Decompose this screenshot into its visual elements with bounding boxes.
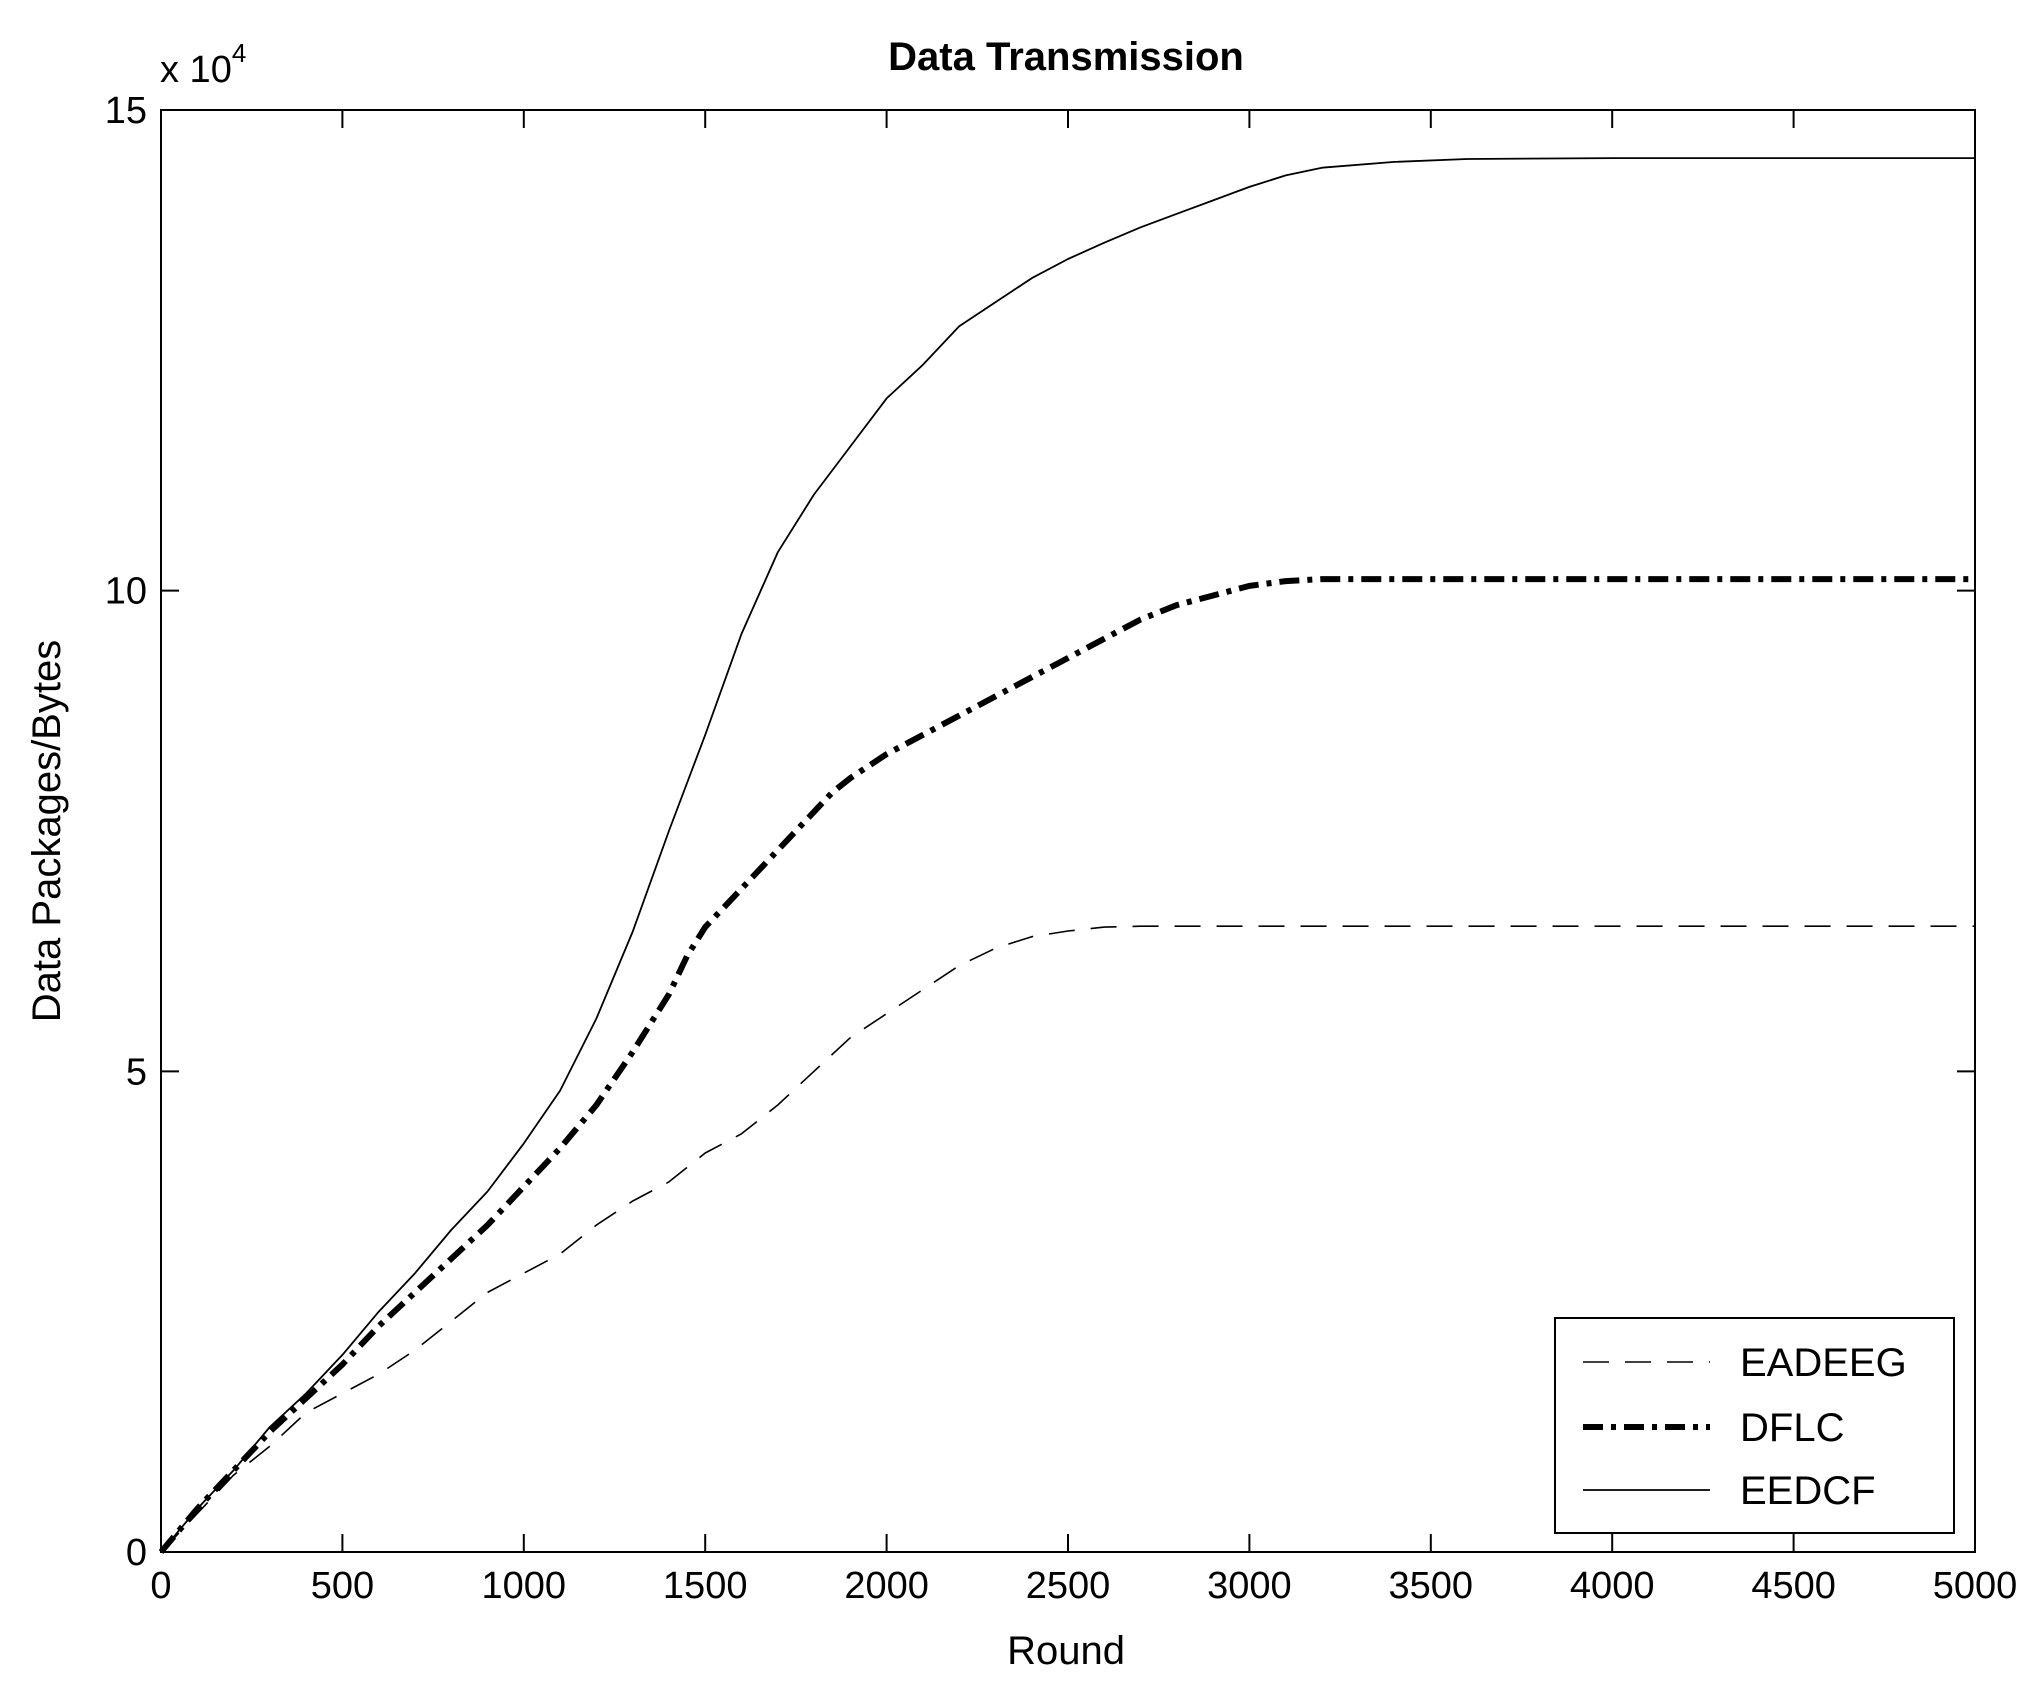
chart-title: Data Transmission	[888, 35, 1244, 79]
legend-label-eadeeg: EADEEG	[1740, 1341, 1907, 1385]
x-axis-label: Round	[1007, 1629, 1125, 1673]
series-lines	[158, 157, 1975, 1554]
y-multiplier-label: x 104	[160, 38, 246, 91]
x-tick-label: 500	[311, 1565, 374, 1607]
x-tick-label: 2500	[1026, 1565, 1111, 1607]
x-axis-tick-labels: 0 500 1000 1500 2000 2500 3000 3500 4000 4500 5000	[150, 1565, 2017, 1607]
x-tick-label: 1000	[482, 1565, 567, 1607]
y-axis-label: Data Packages/Bytes	[25, 640, 69, 1022]
x-tick-label: 1500	[663, 1565, 748, 1607]
series-line-dflc	[158, 576, 1975, 1554]
y-tick-label: 0	[126, 1532, 147, 1574]
y-multiplier-exponent: 4	[232, 38, 246, 68]
x-tick-label: 0	[150, 1565, 171, 1607]
y-tick-label: 5	[126, 1051, 147, 1093]
legend-box	[1554, 1317, 1955, 1534]
y-axis-tick-labels: 0 5 10 15	[105, 90, 147, 1574]
series-line-eedcf	[160, 157, 1975, 1553]
legend-label-eedcf: EEDCF	[1740, 1469, 1876, 1513]
x-tick-label: 4500	[1751, 1565, 1836, 1607]
y-tick-label: 10	[105, 571, 147, 613]
x-tick-label: 2000	[844, 1565, 929, 1607]
x-tick-label: 3500	[1389, 1565, 1474, 1607]
x-tick-label: 4000	[1570, 1565, 1655, 1607]
x-tick-label: 5000	[1933, 1565, 2018, 1607]
y-tick-label: 15	[105, 90, 147, 132]
x-axis-ticks	[160, 110, 1976, 1552]
series-line-eadeeg	[160, 925, 1975, 1553]
legend-label-dflc: DFLC	[1740, 1406, 1844, 1450]
legend: EADEEG DFLC EEDCF	[1554, 1317, 1955, 1534]
y-multiplier-base: x 10	[160, 49, 232, 91]
y-axis-ticks	[161, 109, 1975, 1553]
x-tick-label: 3000	[1207, 1565, 1292, 1607]
